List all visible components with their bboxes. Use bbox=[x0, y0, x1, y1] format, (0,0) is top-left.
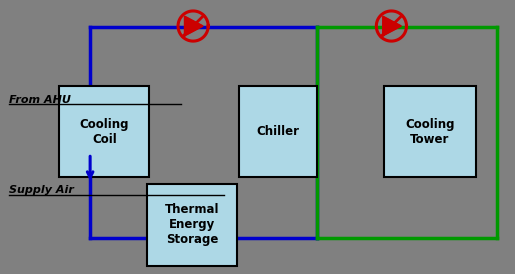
Text: Thermal
Energy
Storage: Thermal Energy Storage bbox=[165, 203, 219, 246]
Polygon shape bbox=[383, 17, 401, 35]
Bar bbox=[147, 184, 237, 266]
Bar bbox=[384, 86, 476, 177]
Text: Cooling
Coil: Cooling Coil bbox=[79, 118, 129, 145]
Text: Chiller: Chiller bbox=[256, 125, 300, 138]
Bar bbox=[59, 86, 149, 177]
Bar bbox=[239, 86, 317, 177]
Polygon shape bbox=[185, 17, 202, 35]
Text: From AHU: From AHU bbox=[9, 95, 71, 105]
Text: Cooling
Tower: Cooling Tower bbox=[405, 118, 455, 145]
Text: Supply Air: Supply Air bbox=[9, 185, 74, 195]
